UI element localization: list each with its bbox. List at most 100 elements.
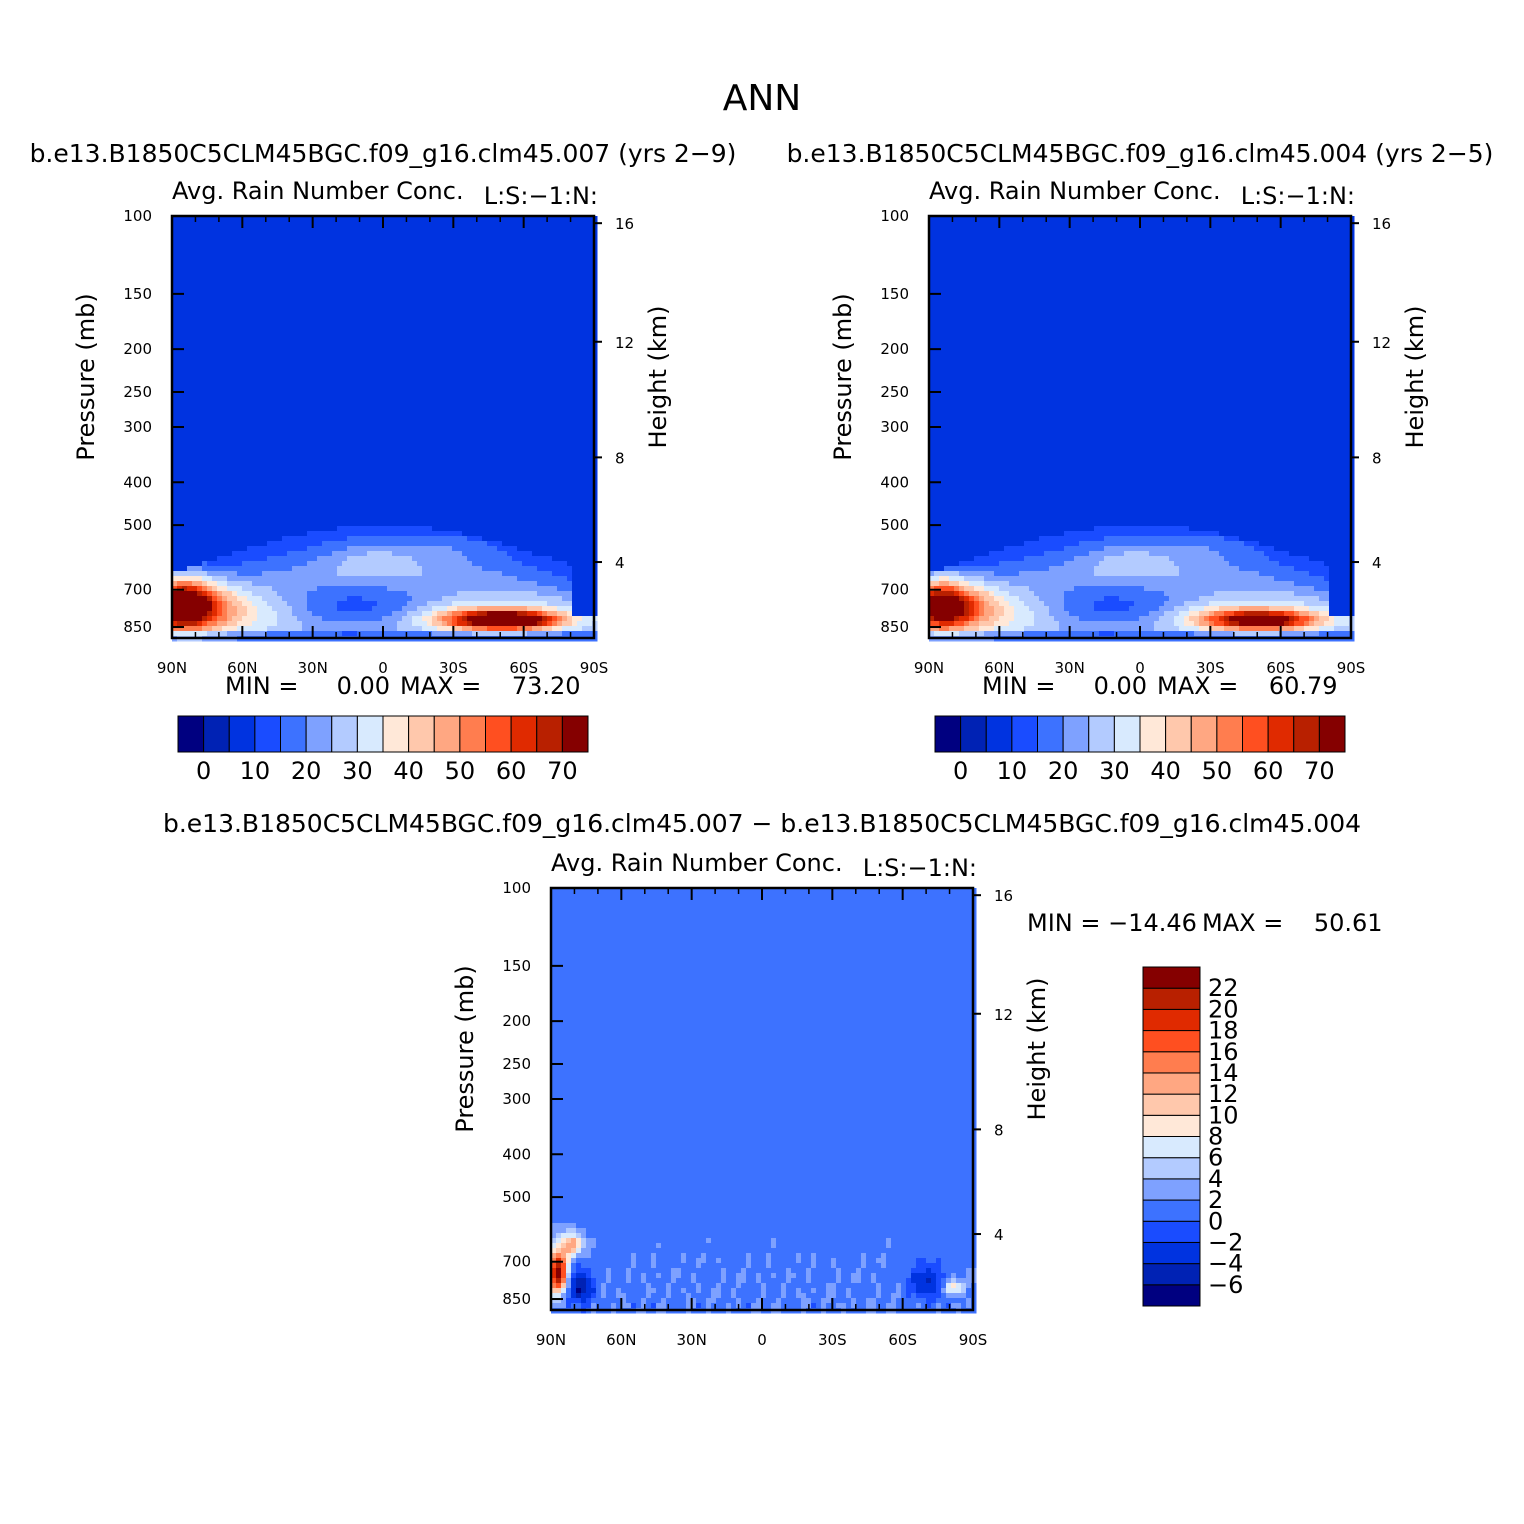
- field-cell: [442, 451, 448, 457]
- field-cell: [432, 316, 438, 322]
- field-cell: [572, 326, 578, 332]
- field-cell: [382, 471, 388, 477]
- field-cell: [252, 241, 258, 247]
- field-cell: [572, 471, 578, 477]
- field-cell: [337, 336, 343, 342]
- field-cell: [322, 361, 328, 367]
- field-cell: [437, 386, 443, 392]
- field-cell: [582, 411, 588, 417]
- field-cell: [362, 486, 368, 492]
- field-cell: [507, 486, 513, 492]
- field-cell: [277, 506, 283, 512]
- field-cell: [572, 296, 578, 302]
- field-cell: [447, 301, 453, 307]
- field-cell: [542, 336, 548, 342]
- field-cell: [202, 231, 208, 237]
- field-cell: [487, 401, 493, 407]
- field-cell: [562, 386, 568, 392]
- field-cell: [502, 231, 508, 237]
- field-cell: [382, 286, 388, 292]
- field-cell: [472, 291, 478, 297]
- field-cell: [422, 386, 428, 392]
- field-cell: [532, 266, 538, 272]
- field-cell: [537, 331, 543, 337]
- field-cell: [472, 271, 478, 277]
- field-cell: [492, 491, 498, 497]
- field-cell: [427, 431, 433, 437]
- field-cell: [327, 486, 333, 492]
- field-cell: [577, 411, 583, 417]
- field-cell: [172, 351, 178, 357]
- field-cell: [402, 466, 408, 472]
- field-cell: [557, 421, 563, 427]
- field-cell: [512, 376, 518, 382]
- field-cell: [277, 436, 283, 442]
- field-cell: [422, 441, 428, 447]
- field-cell: [197, 386, 203, 392]
- field-cell: [567, 321, 573, 327]
- field-cell: [387, 411, 393, 417]
- panel-title: b.e13.B1850C5CLM45BGC.f09_g16.clm45.007 …: [30, 139, 737, 168]
- field-cell: [287, 411, 293, 417]
- field-cell: [512, 391, 518, 397]
- field-cell: [342, 411, 348, 417]
- field-cell: [377, 301, 383, 307]
- field-cell: [497, 311, 503, 317]
- field-cell: [297, 376, 303, 382]
- field-cell: [442, 391, 448, 397]
- field-cell: [512, 486, 518, 492]
- field-cell: [442, 426, 448, 432]
- field-cell: [567, 406, 573, 412]
- field-cell: [522, 226, 528, 232]
- field-cell: [182, 446, 188, 452]
- field-cell: [307, 351, 313, 357]
- field-cell: [472, 361, 478, 367]
- field-cell: [547, 356, 553, 362]
- field-cell: [277, 366, 283, 372]
- field-cell: [267, 461, 273, 467]
- field-cell: [502, 271, 508, 277]
- field-cell: [317, 216, 323, 222]
- field-cell: [367, 341, 373, 347]
- field-cell: [342, 396, 348, 402]
- field-cell: [567, 251, 573, 257]
- field-cell: [452, 446, 458, 452]
- field-cell: [337, 451, 343, 457]
- field-cell: [262, 386, 268, 392]
- field-cell: [262, 291, 268, 297]
- field-cell: [292, 411, 298, 417]
- field-cell: [527, 291, 533, 297]
- field-cell: [532, 456, 538, 462]
- field-cell: [307, 406, 313, 412]
- field-cell: [287, 476, 293, 482]
- field-cell: [227, 316, 233, 322]
- field-cell: [237, 311, 243, 317]
- field-cell: [472, 266, 478, 272]
- field-cell: [447, 351, 453, 357]
- field-cell: [357, 396, 363, 402]
- field-cell: [302, 351, 308, 357]
- field-cell: [452, 291, 458, 297]
- field-cell: [412, 446, 418, 452]
- field-cell: [417, 366, 423, 372]
- field-cell: [487, 246, 493, 252]
- field-cell: [252, 421, 258, 427]
- field-cell: [442, 256, 448, 262]
- field-cell: [562, 366, 568, 372]
- field-cell: [512, 241, 518, 247]
- field-cell: [177, 391, 183, 397]
- field-cell: [582, 366, 588, 372]
- field-cell: [182, 311, 188, 317]
- field-cell: [272, 241, 278, 247]
- field-cell: [552, 291, 558, 297]
- field-cell: [207, 256, 213, 262]
- field-cell: [197, 406, 203, 412]
- field-cell: [187, 336, 193, 342]
- field-cell: [427, 476, 433, 482]
- field-cell: [207, 276, 213, 282]
- field-cell: [252, 451, 258, 457]
- field-cell: [202, 446, 208, 452]
- field-cell: [422, 471, 428, 477]
- field-cell: [492, 351, 498, 357]
- field-cell: [277, 311, 283, 317]
